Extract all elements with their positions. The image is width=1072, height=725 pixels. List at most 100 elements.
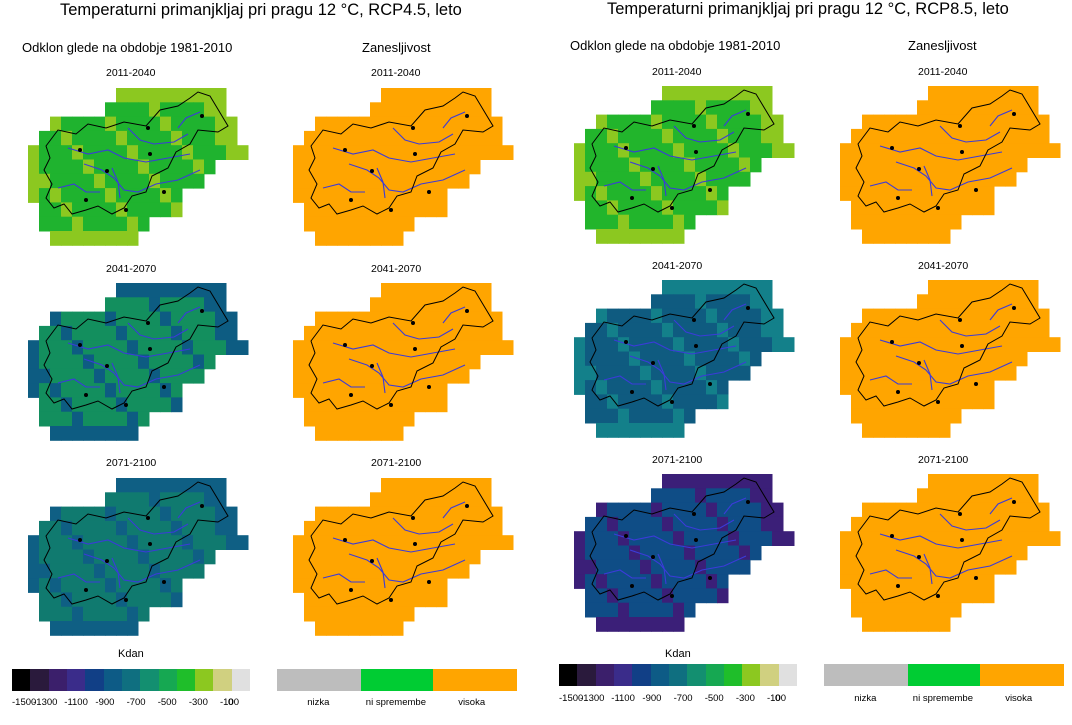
raster-cell (403, 188, 415, 203)
raster-cell (1016, 100, 1028, 116)
panel-title-rcp45: Temperaturni primanjkljaj pri pragu 12 °… (60, 1, 462, 19)
raster-cell (596, 214, 608, 230)
raster-cell (983, 380, 995, 395)
raster-cell (928, 574, 940, 589)
raster-cell (447, 506, 459, 522)
raster-cell (138, 411, 150, 427)
raster-cell (917, 394, 929, 410)
raster-cell (629, 186, 641, 201)
raster-cell (695, 157, 707, 173)
raster-cell (326, 116, 338, 132)
raster-cell (215, 130, 227, 146)
raster-cell (917, 143, 929, 158)
raster-cell (436, 535, 448, 550)
raster-cell (994, 488, 1006, 504)
raster-cell (873, 516, 885, 532)
raster-cell (607, 128, 619, 144)
raster-cell (447, 145, 459, 160)
raster-cell (337, 325, 349, 341)
raster-cell (61, 621, 73, 636)
raster-cell (304, 159, 316, 175)
raster-cell (928, 423, 940, 438)
raster-cell (458, 311, 470, 327)
raster-cell (83, 606, 95, 622)
raster-cell (72, 520, 84, 536)
raster-cell (50, 311, 62, 327)
raster-cell (458, 297, 470, 313)
raster-cell (928, 229, 940, 244)
raster-cell (160, 311, 172, 327)
raster-cell (171, 368, 183, 384)
raster-cell (105, 520, 117, 536)
raster-cell (1016, 114, 1028, 130)
raster-cell (1005, 559, 1017, 575)
raster-cell (414, 520, 426, 536)
raster-cell (39, 173, 51, 189)
raster-cell (381, 159, 393, 175)
river-line (376, 167, 386, 199)
raster-cell (618, 394, 630, 410)
raster-cell (684, 100, 696, 116)
city-marker (958, 318, 962, 322)
raster-cell (739, 351, 751, 367)
raster-cell (851, 380, 863, 395)
raster-cell (851, 545, 863, 561)
raster-cell (381, 535, 393, 550)
raster-cell (392, 563, 404, 579)
raster-cell (961, 574, 973, 589)
raster-cell (414, 578, 426, 593)
colorbar-swatch (650, 664, 669, 686)
raster-cell (917, 322, 929, 338)
raster-cell (950, 143, 962, 158)
raster-cell (950, 322, 962, 338)
raster-cell (160, 102, 172, 118)
raster-cell (662, 488, 674, 504)
raster-cell (717, 545, 729, 561)
raster-cell (502, 340, 514, 355)
raster-cell (585, 602, 597, 618)
raster-cell (337, 578, 349, 593)
raster-cell (359, 411, 371, 427)
raster-cell (392, 283, 404, 298)
raster-cell (673, 337, 685, 352)
raster-cell (972, 114, 984, 130)
raster-cell (160, 549, 172, 565)
raster-cell (717, 157, 729, 173)
colorbar-swatch (687, 664, 706, 686)
raster-cell (138, 368, 150, 384)
city-marker (84, 393, 88, 397)
raster-cell (895, 128, 907, 144)
raster-cell (348, 397, 360, 413)
raster-cell (436, 88, 448, 103)
river-line (939, 319, 1001, 337)
raster-cell (39, 383, 51, 398)
raster-cell (917, 574, 929, 589)
raster-cell (392, 173, 404, 189)
raster-cell (983, 394, 995, 410)
raster-cell (348, 606, 360, 622)
raster-cell (127, 340, 139, 355)
raster-cell (662, 214, 674, 230)
raster-cell (392, 478, 404, 493)
raster-cell (193, 368, 205, 384)
raster-cell (728, 114, 740, 130)
raster-cell (94, 592, 106, 608)
raster-cell (906, 545, 918, 561)
raster-cell (392, 397, 404, 413)
raster-cell (895, 157, 907, 173)
raster-cell (994, 351, 1006, 367)
raster-cell (618, 602, 630, 618)
raster-cell (1016, 516, 1028, 532)
river-line (657, 359, 667, 391)
raster-cell (651, 365, 663, 381)
raster-cell (403, 397, 415, 413)
raster-cell (884, 322, 896, 338)
raster-cell (116, 311, 128, 327)
raster-cell (596, 545, 608, 561)
raster-cell (1005, 157, 1017, 173)
raster-cell (629, 365, 641, 381)
raster-cell (972, 351, 984, 367)
raster-cell (116, 159, 128, 175)
raster-cell (138, 549, 150, 565)
raster-cell (640, 157, 652, 173)
